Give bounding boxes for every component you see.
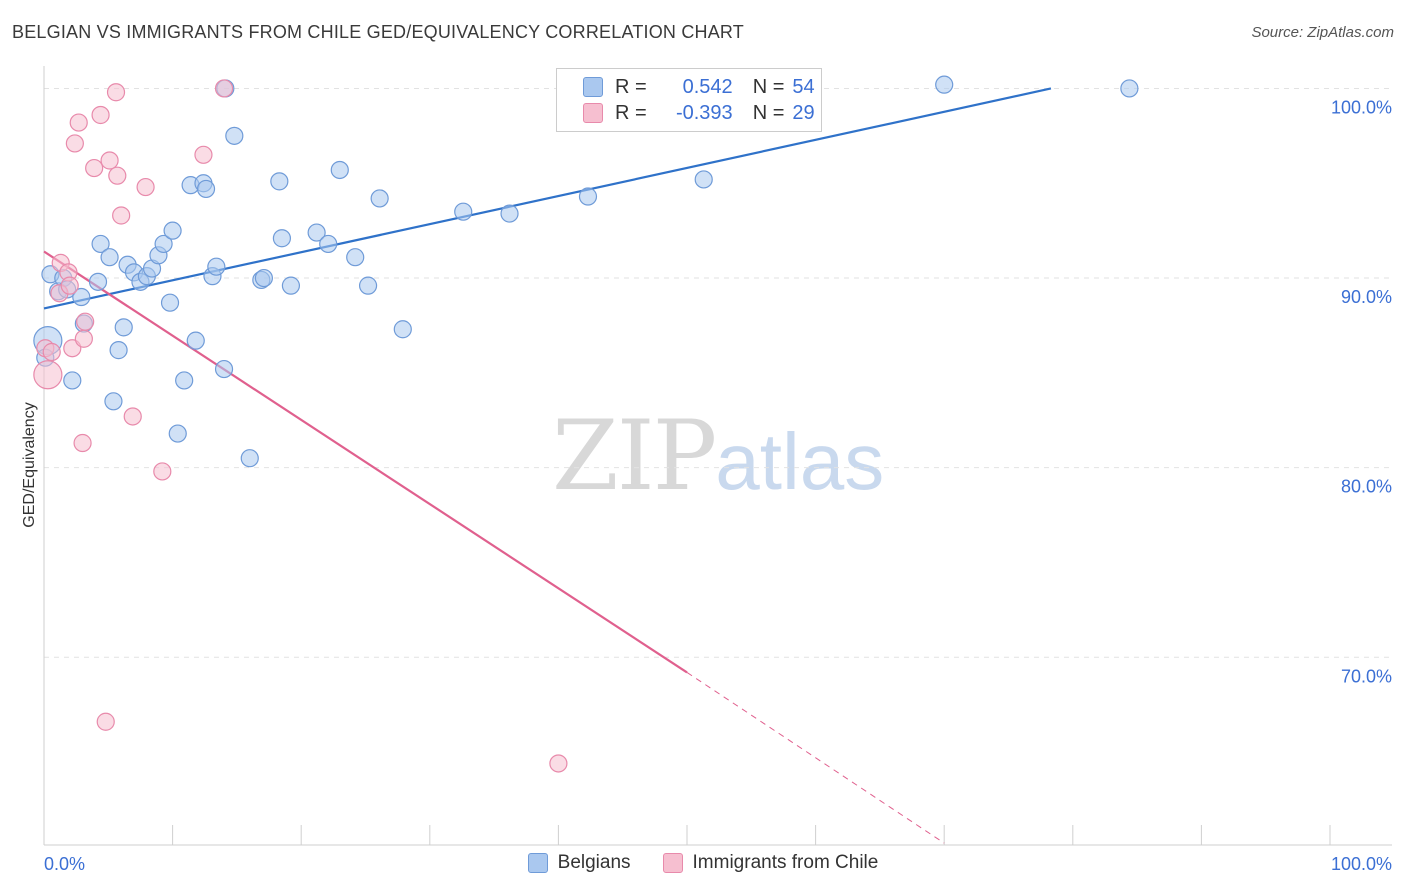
source-label: Source: ZipAtlas.com — [1251, 24, 1394, 41]
belgian-point — [358, 276, 378, 295]
belgian-point — [168, 424, 187, 443]
belgian-point — [100, 248, 119, 267]
chile-point — [549, 754, 568, 773]
chile-point — [42, 342, 61, 362]
chile-point — [194, 145, 213, 164]
belgian-point — [175, 371, 194, 390]
legend-swatch-pink — [583, 103, 603, 123]
belgian-point — [91, 234, 110, 254]
chart-title: BELGIAN VS IMMIGRANTS FROM CHILE GED/EQU… — [12, 22, 744, 42]
chile-point — [65, 134, 84, 153]
legend-row-belgians: R = 0.542 N = 54 — [583, 75, 815, 99]
legend-n-label: N = — [752, 101, 785, 124]
belgian-point — [346, 248, 365, 267]
watermark-atlas: atlas — [715, 417, 885, 506]
belgian-point — [88, 272, 108, 291]
legend-n-label: N = — [752, 75, 785, 98]
legend-item-belgians[interactable]: Belgians — [527, 852, 631, 874]
belgian-point — [935, 75, 954, 94]
belgian-point — [207, 257, 226, 276]
belgian-point — [240, 449, 259, 468]
trend-line — [686, 672, 945, 844]
belgian-point — [104, 392, 123, 411]
legend-n-value: 29 — [792, 101, 815, 124]
belgian-point — [63, 371, 82, 390]
y-tick-label: 80.0% — [1341, 477, 1392, 497]
legend-r-value: 0.542 — [682, 75, 733, 98]
legend-swatch-blue — [583, 77, 603, 97]
belgian-point — [500, 204, 519, 223]
belgian-point — [109, 341, 128, 360]
belgian-point — [196, 179, 216, 199]
chile-point — [69, 113, 88, 132]
correlation-legend: R = 0.542 N = 54 R = -0.393 N = 29 — [556, 68, 822, 132]
trend-lines — [43, 87, 1052, 844]
belgian-point — [454, 202, 473, 221]
belgian-point — [1120, 79, 1139, 98]
watermark: ZIPatlas — [552, 400, 884, 512]
x-tick-label: 100.0% — [1331, 854, 1392, 874]
belgian-point — [694, 170, 713, 189]
legend-r-label: R = — [615, 101, 647, 124]
belgian-point — [330, 160, 349, 180]
chile-point — [112, 206, 131, 225]
legend-label-belgians: Belgians — [557, 852, 631, 873]
chile-point — [85, 158, 104, 178]
chile-point — [33, 360, 63, 390]
belgian-point — [214, 359, 234, 379]
belgian-point — [186, 331, 205, 350]
chile-point — [153, 462, 172, 481]
chile-point — [214, 79, 234, 98]
y-tick-label: 90.0% — [1341, 287, 1392, 307]
series-legend: Belgians Immigrants from Chile — [0, 852, 1406, 874]
belgian-point — [281, 276, 301, 295]
chile-point — [91, 105, 110, 125]
chile-point — [136, 177, 155, 197]
legend-swatch-blue — [527, 853, 548, 873]
belgian-point — [254, 268, 274, 288]
belgian-point — [578, 187, 598, 206]
belgian-point — [272, 229, 292, 248]
legend-item-chile[interactable]: Immigrants from Chile — [662, 852, 879, 874]
chile-point — [106, 83, 126, 102]
belgian-point — [319, 234, 338, 254]
x-tick-label: 0.0% — [44, 854, 85, 874]
watermark-zip: ZIP — [552, 400, 717, 512]
trend-line — [43, 250, 688, 674]
y-tick-label: 70.0% — [1341, 666, 1392, 686]
belgian-point — [160, 293, 180, 312]
chile-point — [123, 407, 142, 426]
legend-label-chile: Immigrants from Chile — [692, 852, 879, 873]
chile-point — [60, 276, 79, 295]
chile-point — [108, 166, 127, 185]
grid-lines — [44, 87, 1392, 658]
chile-point — [100, 151, 119, 170]
legend-row-chile: R = -0.393 N = 29 — [583, 101, 815, 125]
legend-r-label: R = — [615, 75, 647, 98]
y-tick-label: 100.0% — [1331, 97, 1392, 117]
trend-line — [43, 87, 1052, 310]
data-points — [33, 75, 1139, 773]
belgian-point — [72, 287, 91, 307]
belgian-point — [225, 126, 244, 145]
chile-point — [76, 312, 95, 331]
belgian-point — [270, 172, 289, 191]
belgian-point — [163, 221, 182, 240]
axes — [43, 66, 1392, 846]
legend-swatch-pink — [662, 853, 683, 873]
chile-point — [73, 433, 92, 453]
belgian-point — [393, 320, 412, 339]
belgian-point — [154, 234, 173, 254]
belgian-point — [307, 223, 326, 242]
tick-labels: 70.0% 80.0% 90.0% 100.0% 0.0% 100.0% — [44, 97, 1392, 874]
belgian-point — [114, 318, 133, 337]
chile-point — [74, 329, 93, 348]
chile-point — [96, 712, 115, 731]
legend-n-value: 54 — [792, 75, 815, 98]
belgian-point — [370, 189, 389, 208]
legend-r-value: -0.393 — [675, 101, 733, 124]
